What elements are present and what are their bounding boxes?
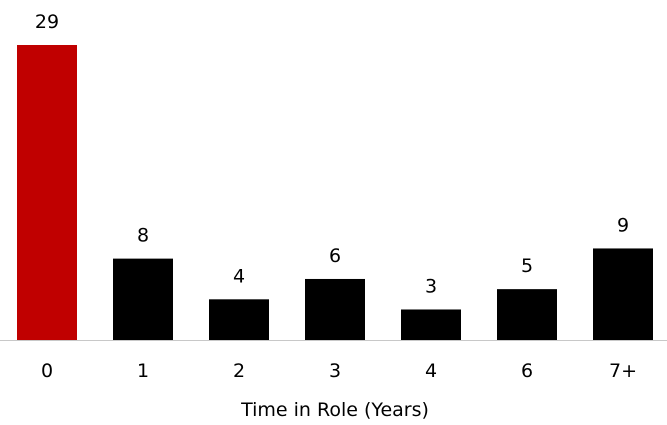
- value-label-2: 4: [233, 265, 245, 287]
- value-label-4: 3: [425, 275, 437, 297]
- value-labels-group: 29 8 4 6 3 5 9: [35, 11, 629, 297]
- x-tick-label-3: 3: [329, 360, 341, 382]
- bar-6: [497, 289, 557, 340]
- value-label-6: 5: [521, 255, 533, 277]
- bar-2: [209, 299, 269, 340]
- value-label-3: 6: [329, 245, 341, 267]
- bar-7+: [593, 248, 653, 340]
- bar-0: [17, 45, 77, 340]
- x-tick-label-1: 1: [137, 360, 149, 382]
- value-label-7+: 9: [617, 214, 629, 236]
- bar-1: [113, 258, 173, 340]
- value-label-0: 29: [35, 11, 59, 33]
- x-axis-title: Time in Role (Years): [240, 399, 429, 421]
- bar-4: [401, 309, 461, 340]
- x-tick-labels-group: 0 1 2 3 4 6 7+: [41, 360, 637, 382]
- bars-group: [17, 45, 653, 340]
- x-tick-label-7+: 7+: [609, 360, 637, 382]
- x-tick-label-4: 4: [425, 360, 437, 382]
- bar-3: [305, 278, 365, 340]
- x-tick-label-0: 0: [41, 360, 53, 382]
- x-tick-label-2: 2: [233, 360, 245, 382]
- value-label-1: 8: [137, 225, 149, 247]
- x-tick-label-6: 6: [521, 360, 533, 382]
